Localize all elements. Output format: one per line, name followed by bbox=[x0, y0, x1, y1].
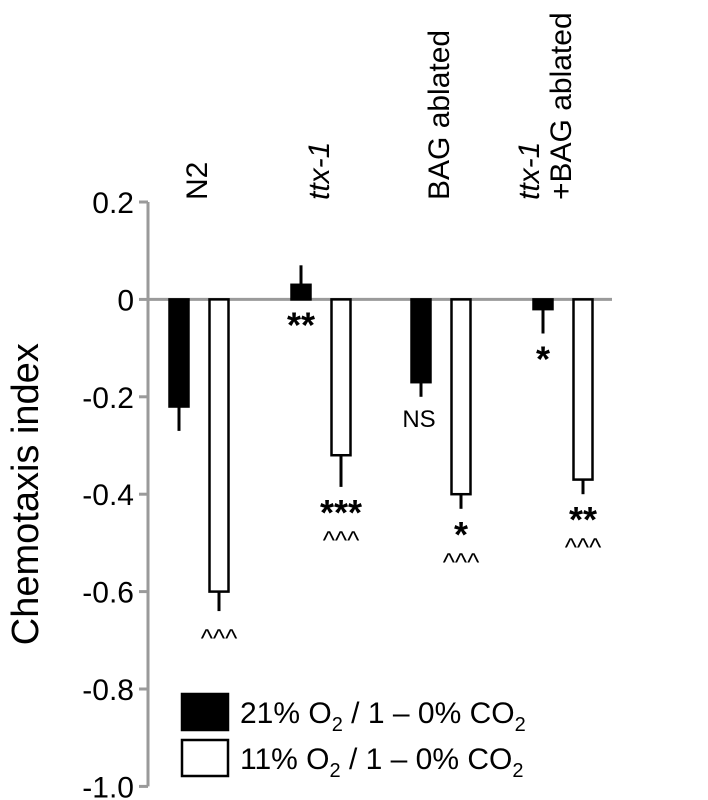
legend-text-part: 11% O bbox=[240, 743, 330, 776]
category-labels: N2 ttx-1 BAG ablated ttx-1 +BAG ablated bbox=[181, 12, 578, 200]
y-tick-label: 0 bbox=[117, 284, 134, 317]
legend-text-part: / 1 – 0% CO bbox=[341, 743, 513, 776]
y-tick-label: -0.2 bbox=[82, 382, 134, 415]
bar-series2-cat2 bbox=[330, 298, 352, 457]
bar-series2-cat3 bbox=[450, 298, 472, 496]
legend-label-series2: 11% O2 / 1 – 0% CO2 bbox=[240, 743, 524, 782]
significance-annotation: * bbox=[454, 514, 468, 555]
y-tick-label: -0.4 bbox=[82, 479, 134, 512]
category-label: ttx-1 bbox=[513, 142, 546, 200]
legend-swatch-series2 bbox=[180, 738, 230, 778]
legend-text-part: 21% O bbox=[240, 697, 332, 730]
y-tick-label: -0.8 bbox=[82, 674, 134, 707]
bar-series1-cat1 bbox=[168, 298, 190, 408]
legend-text-part: 2 bbox=[330, 760, 341, 782]
significance-annotation: ** bbox=[287, 304, 315, 345]
significance-annotation: *** bbox=[320, 492, 362, 533]
significance-annotation: ^^^ bbox=[323, 525, 360, 555]
bars: **NS*^^^***^^^ *^^^**^^^ bbox=[168, 265, 602, 653]
legend-text-part: 2 bbox=[332, 714, 343, 736]
significance-annotation: ^^^ bbox=[201, 623, 238, 653]
category-label: N2 bbox=[181, 162, 214, 200]
y-tick-label: -1.0 bbox=[82, 771, 134, 800]
significance-annotation: ** bbox=[569, 499, 597, 540]
category-label: +BAG ablated bbox=[545, 12, 578, 200]
y-tick-label: 0.2 bbox=[92, 187, 134, 220]
legend-text-part: 2 bbox=[512, 760, 523, 782]
category-label: ttx-1 bbox=[303, 142, 336, 200]
y-axis: 0.2 0 -0.2 -0.4 -0.6 -0.8 -1.0 Chemotaxis index bbox=[5, 187, 612, 800]
legend-swatch-series1 bbox=[180, 692, 230, 732]
legend-text-part: / 1 – 0% CO bbox=[343, 697, 515, 730]
bar-series2-cat1 bbox=[208, 298, 230, 593]
significance-annotation: ^^^ bbox=[443, 547, 480, 577]
y-tick-label: -0.6 bbox=[82, 577, 134, 610]
legend-text-part: 2 bbox=[515, 714, 526, 736]
legend-label-series1: 21% O2 / 1 – 0% CO2 bbox=[240, 697, 526, 736]
significance-annotation: NS bbox=[402, 406, 435, 433]
significance-annotation: * bbox=[536, 338, 550, 379]
bar-series2-cat4 bbox=[572, 298, 594, 481]
y-axis-title: Chemotaxis index bbox=[5, 343, 47, 645]
bar-series1-cat2 bbox=[290, 283, 312, 301]
significance-annotation: ^^^ bbox=[565, 532, 602, 562]
bar-series1-cat4 bbox=[532, 298, 554, 311]
bar-series1-cat3 bbox=[410, 298, 432, 384]
category-label: BAG ablated bbox=[423, 30, 456, 200]
